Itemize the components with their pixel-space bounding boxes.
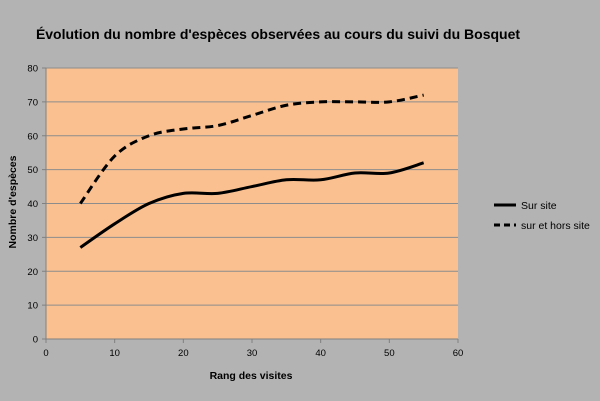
y-tick-label: 70 [27, 97, 38, 108]
x-tick-label: 0 [43, 348, 48, 359]
y-tick-label: 10 [27, 301, 38, 312]
y-tick-label: 0 [33, 335, 38, 346]
series-line-2 [79, 93, 424, 205]
legend: Sur site sur et hors site [494, 200, 590, 232]
x-tick-label: 60 [453, 348, 464, 359]
plot-area-group: 0 10 20 30 40 50 60 70 80 0 10 20 30 40 50 60 [27, 64, 463, 360]
x-tick-label: 10 [109, 348, 120, 359]
y-axis-label: Nombre d'espèces [7, 155, 19, 248]
series-line-1 [79, 161, 425, 249]
x-tick-label: 30 [247, 348, 258, 359]
y-tick-label: 40 [27, 199, 38, 210]
y-tick-label: 30 [27, 233, 38, 244]
chart-title: Évolution du nombre d'espèces observées … [36, 26, 520, 42]
x-tick-label: 20 [178, 348, 189, 359]
y-tick-label: 20 [27, 267, 38, 278]
x-axis-label: Rang des visites [210, 370, 293, 382]
legend-label-2: sur et hors site [521, 220, 590, 232]
y-tick-label: 50 [27, 165, 38, 176]
legend-label-1: Sur site [521, 200, 557, 212]
x-tick-label: 40 [315, 348, 326, 359]
y-tick-label: 60 [27, 131, 38, 142]
x-tick-label: 50 [384, 348, 395, 359]
y-tick-label: 80 [27, 64, 38, 75]
